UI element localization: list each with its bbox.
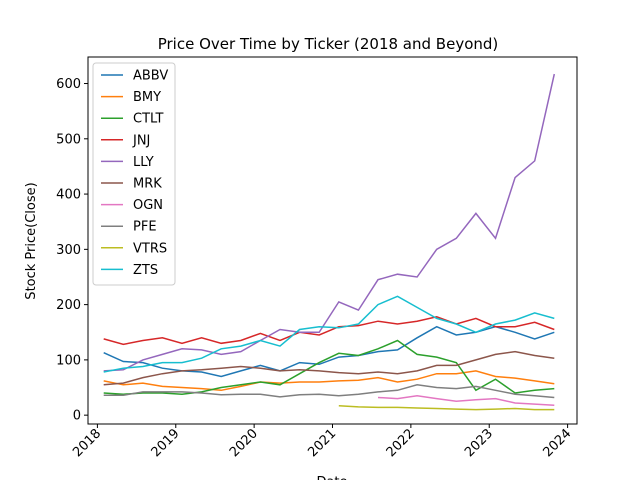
legend-label: ZTS [133, 263, 158, 278]
chart-title: Price Over Time by Ticker (2018 and Beyo… [158, 35, 499, 53]
legend-label: JNJ [132, 133, 150, 148]
y-axis-label: Stock Price(Close) [24, 182, 39, 299]
y-tick-label: 500 [56, 132, 81, 147]
y-tick-label: 200 [56, 298, 81, 313]
series-line [338, 405, 555, 411]
y-tick-label: 400 [56, 188, 81, 203]
series-line [103, 295, 555, 373]
series-line [103, 316, 555, 346]
series-line [377, 395, 555, 406]
y-tick-label: 0 [73, 409, 81, 424]
series-line [103, 370, 555, 392]
y-tick-label: 100 [56, 353, 81, 368]
legend-label: PFE [133, 220, 157, 235]
series-line [103, 350, 555, 386]
legend-label: LLY [133, 155, 154, 170]
plot-frame [87, 56, 578, 425]
legend-label: VTRS [133, 241, 167, 256]
legend-label: BMY [133, 90, 161, 105]
legend-label: CTLT [133, 112, 163, 127]
series-line [103, 73, 556, 372]
legend-label: OGN [133, 198, 163, 213]
x-axis-label: Date [316, 475, 347, 480]
legend-label: ABBV [133, 69, 168, 84]
legend-label: MRK [133, 177, 162, 192]
y-tick-label: 300 [56, 243, 81, 258]
series-line [103, 339, 555, 395]
series-line [103, 384, 555, 399]
y-tick-label: 600 [56, 77, 81, 92]
